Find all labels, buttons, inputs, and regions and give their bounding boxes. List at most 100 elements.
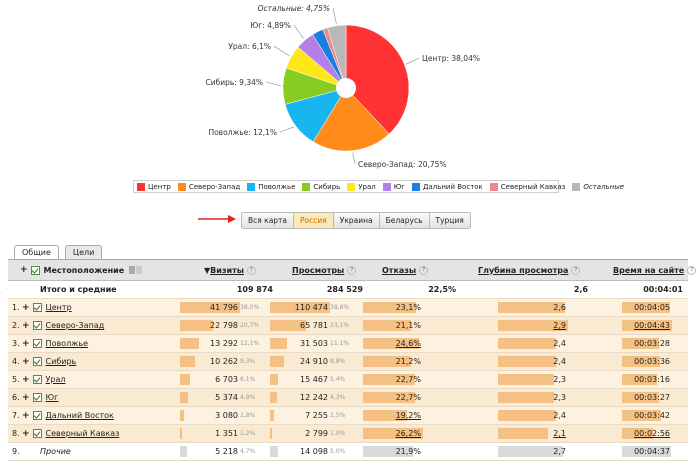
header-views[interactable]: Просмотры — [292, 265, 345, 275]
sort-icon[interactable]: ? — [246, 265, 256, 275]
row-location-name[interactable]: Сибирь — [45, 357, 77, 366]
views-share: 5,0% — [330, 448, 346, 455]
legend-item[interactable]: Остальные — [572, 182, 624, 191]
row-location-name[interactable]: Урал — [45, 375, 66, 384]
header-depth[interactable]: Глубина просмотра — [478, 265, 569, 275]
expand-row-icon[interactable]: + — [22, 392, 30, 403]
stats-table: + Местоположение ▼ Визиты? Просмотры? Отк… — [8, 259, 697, 461]
views-value: 110 474 — [294, 303, 328, 312]
expand-row-icon[interactable]: + — [22, 338, 30, 349]
view-tab[interactable]: Цели — [64, 245, 103, 260]
row-location-name[interactable]: Дальний Восток — [45, 411, 114, 420]
row-location-name[interactable]: Северный Кавказ — [45, 429, 120, 438]
legend-item[interactable]: Поволжье — [247, 182, 295, 191]
time-value: 00:03:16 — [634, 375, 670, 384]
pie-slice[interactable] — [312, 87, 390, 152]
bounces-value: 22,7% — [395, 375, 421, 384]
table-row[interactable]: 3. + Поволжье 13 292 12,1% 31 503 11,1% 24,6% 2,… — [8, 335, 688, 353]
region-tab[interactable]: Турция — [429, 213, 470, 228]
column-settings-icon[interactable] — [129, 266, 136, 274]
sort-icon[interactable]: ? — [347, 265, 357, 275]
expand-all-icon[interactable]: + — [20, 265, 28, 275]
views-value: 7 255 — [305, 411, 328, 420]
sort-icon[interactable]: ? — [687, 265, 697, 275]
chart-legend: Центр Северо-Запад Поволжье Сибирь Урал Юг Дал… — [133, 180, 624, 193]
row-location-name[interactable]: Северо-Запад — [45, 321, 105, 330]
legend-item[interactable]: Северо-Запад — [177, 182, 240, 191]
depth-value: 2,4 — [553, 411, 566, 420]
pie-data-label: Остальные: 4,75% — [258, 4, 330, 13]
row-checkbox[interactable] — [32, 339, 42, 348]
expand-row-icon[interactable]: + — [22, 356, 30, 367]
view-tab[interactable]: Общие — [14, 245, 59, 260]
visits-value: 5 218 — [215, 447, 238, 456]
region-tab[interactable]: Украина — [333, 213, 380, 228]
bounces-bar — [363, 338, 419, 349]
row-checkbox[interactable] — [32, 411, 42, 420]
time-bar — [622, 338, 659, 349]
label-connector — [332, 7, 337, 24]
column-settings-icon-2[interactable] — [136, 266, 143, 274]
table-row[interactable]: 8. + Северный Кавказ 1 351 1,2% 2 799 1,0% 26,2… — [8, 425, 688, 443]
legend-item[interactable]: Северный Кавказ — [489, 182, 565, 191]
pie-data-label: Сибирь: 9,34% — [205, 78, 263, 87]
expand-row-icon[interactable]: + — [22, 320, 30, 331]
depth-value: 2,3 — [553, 375, 566, 384]
header-time[interactable]: Время на сайте — [613, 265, 685, 275]
time-bar — [622, 428, 653, 439]
row-checkbox[interactable] — [32, 393, 42, 402]
expand-row-icon[interactable]: + — [22, 302, 30, 313]
legend-label: Дальний Восток — [423, 182, 483, 191]
row-checkbox[interactable] — [32, 303, 42, 312]
table-row[interactable]: 5. + Урал 6 703 6,1% 15 467 5,4% 22,7% 2,3 00:03:… — [8, 371, 688, 389]
row-location-name[interactable]: Юг — [45, 393, 59, 402]
header-bounces[interactable]: Отказы — [382, 265, 417, 275]
row-checkbox[interactable] — [32, 429, 42, 438]
table-header: + Местоположение ▼ Визиты? Просмотры? Отк… — [8, 260, 697, 281]
bounces-value: 26,2% — [395, 429, 421, 438]
totals-visits: 109 874 — [236, 285, 273, 294]
views-bar — [270, 446, 278, 457]
legend-item[interactable]: Сибирь — [302, 182, 340, 191]
legend-swatch — [572, 182, 581, 191]
table-row[interactable]: 9. Прочие 5 218 4,7% 14 098 5,0% 21,9% 2,7 00:04… — [8, 443, 688, 461]
expand-row-icon[interactable]: + — [22, 410, 30, 421]
label-connector — [293, 24, 304, 39]
row-checkbox[interactable] — [32, 375, 42, 384]
visits-share: 38,0% — [240, 304, 260, 311]
region-tab[interactable]: Беларусь — [379, 213, 430, 228]
views-bar — [270, 410, 275, 421]
header-visits[interactable]: Визиты — [210, 265, 244, 275]
pie-slice[interactable] — [327, 24, 347, 89]
row-location-name[interactable]: Центр — [45, 303, 72, 312]
select-all-checkbox[interactable] — [30, 265, 40, 275]
depth-value: 2,3 — [553, 393, 566, 402]
bounces-bar — [363, 446, 413, 457]
row-checkbox[interactable] — [32, 357, 42, 366]
table-row[interactable]: 4. + Сибирь 10 262 9,3% 24 910 8,8% 21,2% 2,4 00:… — [8, 353, 688, 371]
legend-item[interactable]: Дальний Восток — [412, 182, 483, 191]
row-location-name[interactable]: Поволжье — [45, 339, 89, 348]
visits-value: 5 374 — [215, 393, 238, 402]
pie-slice[interactable] — [345, 24, 410, 135]
table-row[interactable]: 2. + Северо-Запад 22 798 20,7% 65 781 23,1% 21,… — [8, 317, 688, 335]
region-tab[interactable]: Вся карта — [242, 213, 295, 228]
legend-swatch — [412, 182, 420, 191]
region-tab[interactable]: Россия — [294, 213, 334, 228]
sort-icon[interactable]: ? — [419, 265, 429, 275]
visits-value: 10 262 — [210, 357, 238, 366]
table-row[interactable]: 1. + Центр 41 796 38,0% 110 474 38,8% 23,1% 2,6 0… — [8, 299, 688, 317]
table-row[interactable]: 7. + Дальний Восток 3 080 2,8% 7 255 2,5% 19,2%… — [8, 407, 688, 425]
table-row[interactable]: 6. + Юг 5 374 4,9% 12 242 4,3% 22,7% 2,3 00:03:27 — [8, 389, 688, 407]
legend-item[interactable]: Центр — [137, 182, 171, 191]
legend-item[interactable]: Урал — [347, 182, 376, 191]
legend-label: Юг — [393, 182, 405, 191]
expand-row-icon[interactable]: + — [22, 428, 30, 439]
sort-icon[interactable]: ? — [571, 265, 581, 275]
region-selector: Вся карта Россия Украина Беларусь Турция — [241, 212, 471, 229]
views-bar — [270, 320, 306, 331]
expand-row-icon[interactable]: + — [22, 374, 30, 385]
legend-item[interactable]: Юг — [382, 182, 405, 191]
visits-share: 1,2% — [240, 430, 256, 437]
row-checkbox[interactable] — [32, 321, 42, 330]
